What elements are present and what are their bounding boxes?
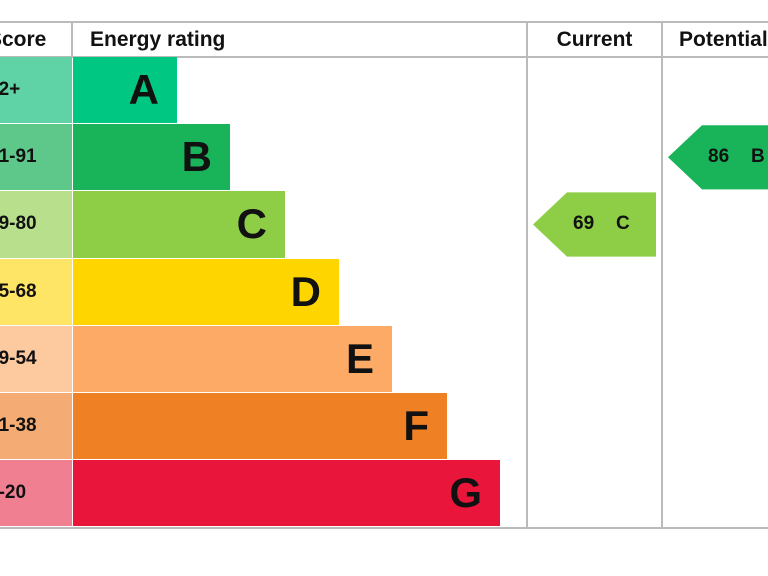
score-cell [0, 393, 72, 460]
rating-bar: B [73, 124, 230, 191]
potential-arrow [668, 125, 768, 190]
rating-bar: G [73, 460, 500, 527]
rating-bar: A [73, 57, 177, 124]
table-border [0, 21, 768, 23]
column-divider [71, 21, 73, 57]
score-cell [0, 325, 72, 392]
score-cell [0, 460, 72, 527]
table-border [0, 527, 768, 529]
current-band: C [616, 213, 630, 235]
score-range: 69-80 [0, 213, 37, 235]
score-range: 92+ [0, 79, 21, 100]
score-range: 39-54 [0, 347, 37, 369]
score-cell [0, 258, 72, 325]
score-range: 55-68 [0, 280, 37, 302]
potential-band: B [751, 146, 765, 168]
score-header: Score [0, 28, 47, 51]
rating-bar: E [73, 325, 392, 392]
rating-bar: F [73, 393, 447, 460]
rating-bar: D [73, 258, 339, 325]
score-cell [0, 57, 72, 124]
potential-score: 86 [708, 146, 730, 168]
score-cell [0, 191, 72, 258]
score-cell [0, 124, 72, 191]
score-range: 81-91 [0, 146, 37, 168]
potential-header: Potential [679, 28, 768, 51]
current-header: Current [556, 28, 633, 51]
column-divider [526, 21, 528, 529]
rating-header: Energy rating [90, 28, 226, 51]
score-range: 21-38 [0, 415, 37, 436]
column-divider [661, 21, 663, 529]
score-range: 1-20 [0, 482, 27, 504]
current-score: 69 [573, 213, 595, 235]
rating-bar: C [73, 191, 285, 258]
table-border [0, 56, 768, 58]
current-arrow [533, 192, 656, 257]
